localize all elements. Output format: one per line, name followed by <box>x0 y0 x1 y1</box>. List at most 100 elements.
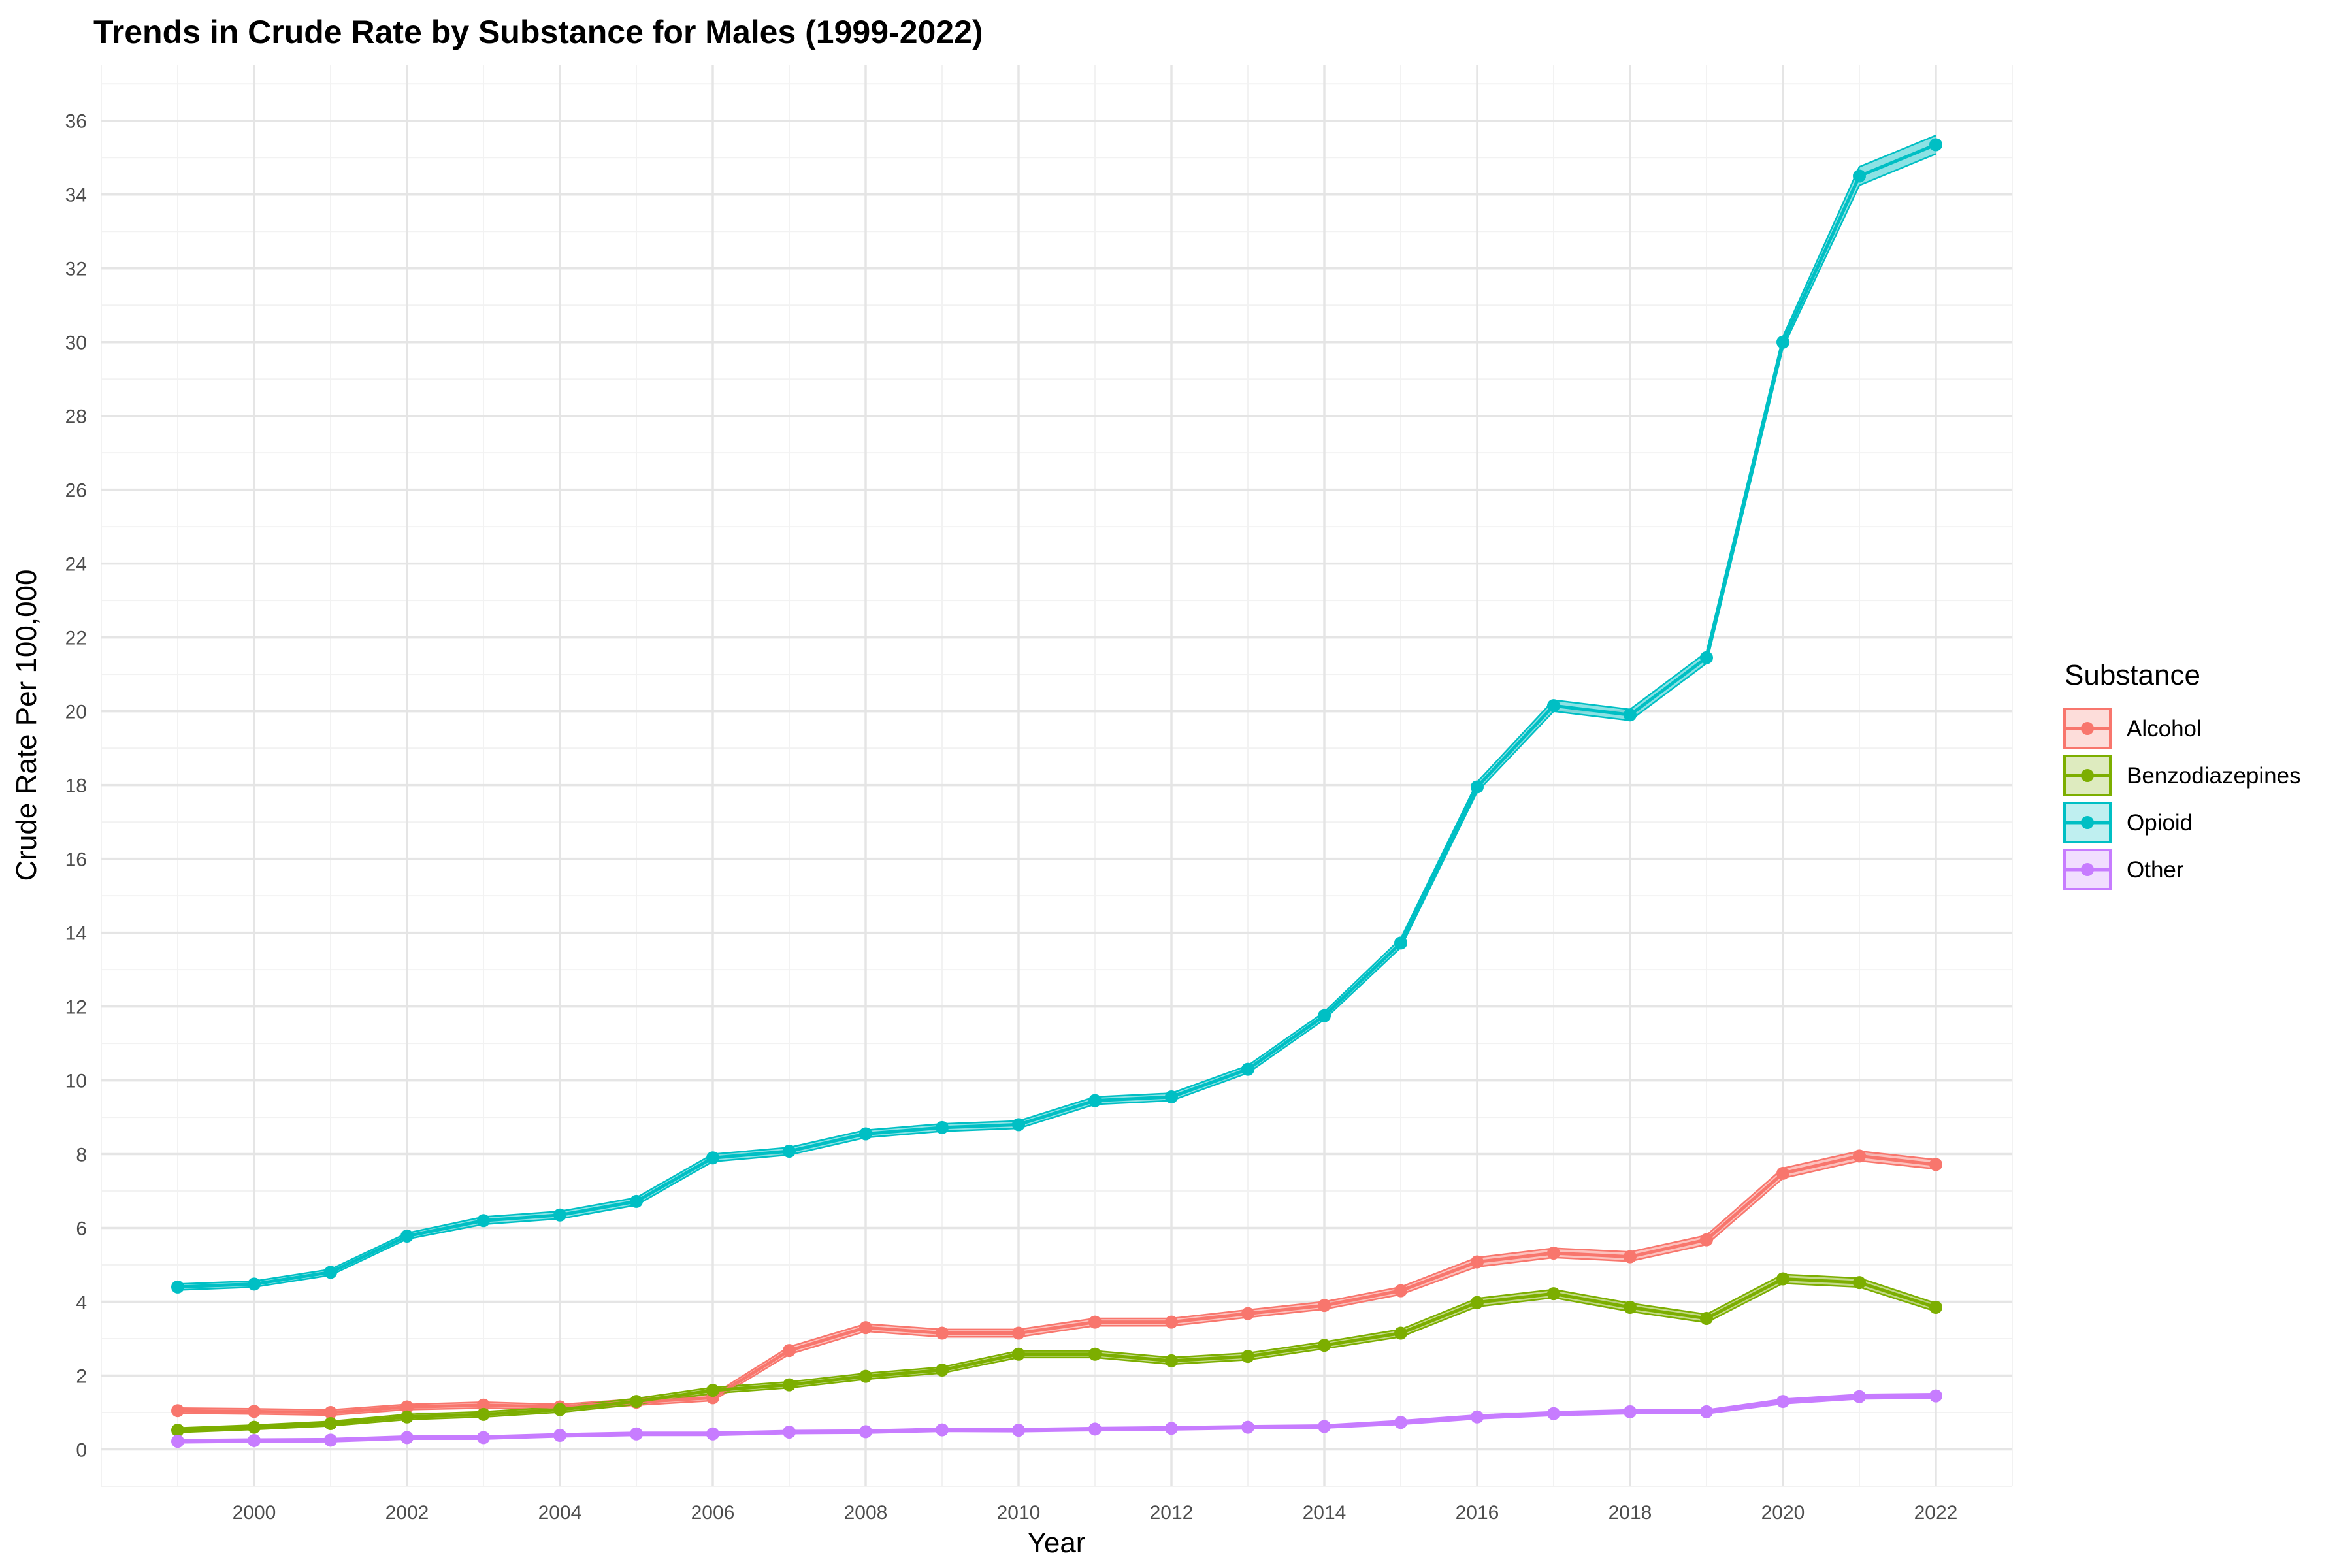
benzodiazepines-data-point <box>859 1369 872 1383</box>
y-tick-label: 6 <box>76 1218 87 1240</box>
x-axis-title: Year <box>1028 1527 1086 1559</box>
x-tick-label: 2016 <box>1456 1502 1499 1524</box>
alcohol-data-point <box>859 1321 872 1335</box>
benzodiazepines-data-point <box>477 1407 490 1421</box>
y-tick-label: 24 <box>65 554 87 576</box>
opioid-ci-upper-line <box>177 135 1936 1285</box>
other-data-point <box>477 1431 490 1445</box>
other-data-point <box>1624 1405 1637 1418</box>
y-tick-label: 36 <box>65 111 87 133</box>
alcohol-data-point <box>1318 1299 1331 1313</box>
other-data-point <box>1318 1420 1331 1433</box>
y-tick-label: 12 <box>65 997 87 1019</box>
other-data-point <box>630 1427 643 1441</box>
y-tick-label: 22 <box>65 628 87 649</box>
other-legend-point <box>2081 863 2094 876</box>
alcohol-data-point <box>1165 1315 1178 1329</box>
alcohol-data-point <box>936 1326 949 1340</box>
opioid-data-point <box>324 1266 337 1279</box>
alcohol-data-point <box>1624 1250 1637 1264</box>
benzodiazepines-data-point <box>324 1416 337 1430</box>
opioid-data-point <box>1088 1094 1102 1107</box>
opioid-ci-ribbon <box>178 135 1936 1290</box>
x-tick-label: 2018 <box>1609 1502 1652 1524</box>
alcohol-data-point <box>1776 1166 1789 1180</box>
other-data-point <box>400 1431 414 1445</box>
other-data-point <box>1241 1420 1254 1434</box>
benzodiazepines-data-point <box>1088 1347 1102 1361</box>
opioid-data-point <box>1700 651 1713 664</box>
benzodiazepines-ci-lower-line <box>177 1282 1936 1433</box>
alcohol-data-point <box>1088 1315 1102 1329</box>
opioid-data-point <box>1929 138 1942 152</box>
x-tick-label: 2022 <box>1914 1502 1958 1524</box>
other-series-line <box>177 1394 1936 1443</box>
other-data-point <box>1471 1410 1484 1424</box>
other-data-point <box>859 1425 872 1439</box>
opioid-data-point <box>1853 169 1866 183</box>
y-tick-label: 18 <box>65 776 87 797</box>
benzodiazepines-data-point <box>1165 1354 1178 1367</box>
major-gridlines <box>101 65 2012 1486</box>
opioid-data-point <box>1776 335 1789 349</box>
alcohol-data-point <box>477 1398 490 1412</box>
opioid-data-point <box>630 1194 643 1208</box>
other-data-point <box>1012 1424 1025 1437</box>
x-tick-label: 2000 <box>233 1502 276 1524</box>
y-axis-title: Crude Rate Per 100,000 <box>10 570 42 881</box>
opioid-data-point <box>783 1145 796 1158</box>
benzodiazepines-legend-point <box>2081 769 2094 782</box>
opioid-data-point <box>1318 1009 1331 1022</box>
benzodiazepines-data-point <box>1012 1347 1025 1361</box>
benzodiazepines-data-point <box>1547 1287 1560 1301</box>
other-data-point <box>171 1435 184 1448</box>
alcohol-data-point <box>1853 1149 1866 1163</box>
y-tick-label: 4 <box>76 1292 87 1314</box>
alcohol-data-point <box>324 1406 337 1420</box>
alcohol-data-point <box>1471 1255 1484 1269</box>
other-data-point <box>1088 1422 1102 1436</box>
opioid-legend-point <box>2081 816 2094 829</box>
other-data-point <box>936 1423 949 1437</box>
benzodiazepines-data-point <box>1471 1296 1484 1309</box>
opioid-data-point <box>171 1280 184 1294</box>
opioid-data-point <box>248 1277 261 1291</box>
opioid-data-point <box>936 1120 949 1134</box>
alcohol-data-point <box>400 1400 414 1414</box>
other-legend-label: Other <box>2127 857 2184 883</box>
opioid-data-point <box>1624 708 1637 722</box>
other-data-point <box>324 1433 337 1447</box>
benzodiazepines-data-point <box>630 1395 643 1409</box>
benzodiazepines-data-point <box>248 1420 261 1434</box>
other-data-point <box>1394 1416 1407 1429</box>
y-tick-label: 16 <box>65 849 87 871</box>
x-tick-label: 2002 <box>385 1502 429 1524</box>
legend-title: Substance <box>2065 659 2200 691</box>
benzodiazepines-data-point <box>1700 1311 1713 1325</box>
benzodiazepines-ci-upper-line <box>177 1273 1936 1429</box>
other-data-point <box>1776 1395 1789 1409</box>
benzodiazepines-data-point <box>936 1364 949 1377</box>
y-tick-label: 32 <box>65 259 87 280</box>
alcohol-data-point <box>1929 1158 1942 1171</box>
alcohol-data-point <box>248 1405 261 1418</box>
opioid-data-point <box>553 1208 566 1222</box>
alcohol-data-point <box>783 1344 796 1358</box>
alcohol-data-point <box>1547 1246 1560 1260</box>
other-data-point <box>706 1427 719 1441</box>
x-axis-tick-labels: 2000 2002 2004 2006 2008 2010 2012 2014 2016 2018… <box>233 1502 1958 1524</box>
opioid-series-line <box>177 143 1936 1289</box>
y-tick-label: 8 <box>76 1145 87 1166</box>
alcohol-data-point <box>1241 1307 1254 1320</box>
y-tick-label: 34 <box>65 185 87 206</box>
x-tick-label: 2020 <box>1761 1502 1805 1524</box>
alcohol-ci-lower-line <box>177 1160 1936 1416</box>
benzodiazepines-data-point <box>400 1410 414 1424</box>
benzodiazepines-data-point <box>783 1378 796 1392</box>
opioid-data-point <box>1012 1118 1025 1132</box>
alcohol-data-point <box>171 1404 184 1418</box>
benzodiazepines-data-point <box>171 1424 184 1437</box>
other-data-point <box>783 1425 796 1439</box>
series-lines <box>177 143 1936 1443</box>
